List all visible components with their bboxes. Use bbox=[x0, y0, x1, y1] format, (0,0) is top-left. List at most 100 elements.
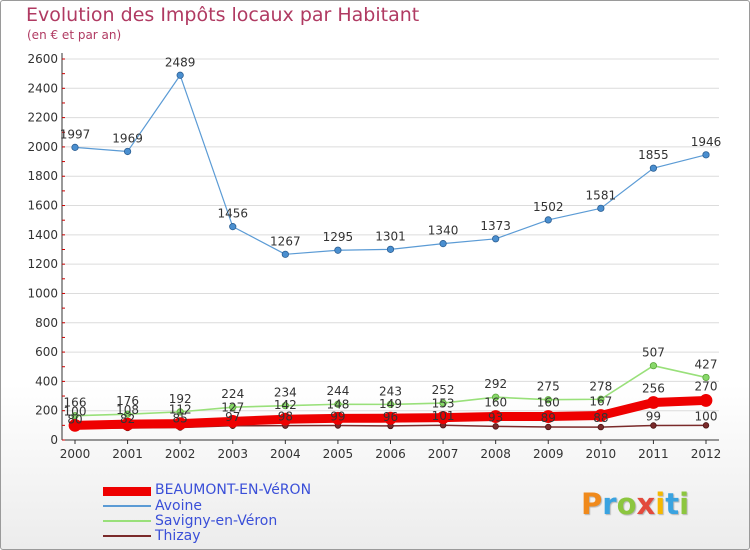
data-label-beaumont: 160 bbox=[537, 396, 560, 410]
legend-item-savigny: Savigny-en-Véron bbox=[103, 513, 403, 529]
proxiti-logo: Proxiti bbox=[581, 487, 689, 521]
y-tick-label: 200 bbox=[35, 404, 58, 418]
data-point-beaumont bbox=[121, 417, 134, 431]
x-tick-label: 2011 bbox=[638, 447, 669, 461]
data-point-avoine bbox=[544, 216, 552, 224]
x-tick-label: 2001 bbox=[112, 447, 143, 461]
legend-item-beaumont: BEAUMONT-EN-VéRON bbox=[103, 482, 403, 498]
data-label-beaumont: 100 bbox=[64, 404, 87, 418]
data-label-savigny: 292 bbox=[484, 377, 507, 391]
data-label-avoine: 1301 bbox=[375, 229, 406, 243]
chart-subtitle: (en € et par an) bbox=[27, 28, 122, 42]
x-tick-label: 2009 bbox=[533, 447, 564, 461]
data-point-avoine bbox=[386, 245, 395, 253]
logo-letter: i bbox=[679, 487, 690, 521]
data-point-avoine bbox=[702, 151, 710, 159]
legend-swatch-thizay bbox=[103, 535, 151, 537]
data-label-thizay: 100 bbox=[695, 409, 718, 423]
x-tick-label: 2008 bbox=[480, 447, 511, 461]
data-point-avoine bbox=[176, 71, 184, 79]
data-label-avoine: 1946 bbox=[691, 135, 722, 149]
data-label-avoine: 2489 bbox=[165, 55, 196, 69]
data-label-savigny: 244 bbox=[326, 384, 349, 398]
data-point-beaumont bbox=[647, 396, 660, 409]
legend-swatch-avoine bbox=[103, 505, 151, 507]
data-point-avoine bbox=[281, 250, 289, 258]
data-label-savigny: 275 bbox=[537, 380, 560, 394]
data-label-savigny: 234 bbox=[274, 386, 297, 400]
data-label-savigny: 243 bbox=[379, 384, 402, 398]
data-label-savigny: 278 bbox=[589, 379, 612, 393]
data-label-savigny: 176 bbox=[116, 394, 139, 408]
data-label-thizay: 97 bbox=[225, 410, 240, 424]
data-label-beaumont: 108 bbox=[116, 403, 139, 417]
data-label-avoine: 1340 bbox=[428, 224, 459, 238]
data-label-thizay: 98 bbox=[278, 410, 293, 424]
legend-swatch-beaumont bbox=[103, 487, 151, 496]
data-point-savigny bbox=[492, 393, 500, 401]
data-label-avoine: 1295 bbox=[323, 230, 354, 244]
data-label-savigny: 224 bbox=[221, 387, 244, 401]
data-point-savigny bbox=[123, 410, 132, 418]
data-label-beaumont: 127 bbox=[221, 400, 244, 414]
y-tick-label: 2200 bbox=[27, 111, 58, 125]
data-label-avoine: 1855 bbox=[638, 148, 669, 162]
data-label-thizay: 88 bbox=[593, 411, 608, 425]
y-tick-label: 800 bbox=[35, 316, 58, 330]
data-point-avoine bbox=[597, 204, 605, 212]
data-label-avoine: 1581 bbox=[586, 188, 617, 202]
data-label-savigny: 192 bbox=[169, 392, 192, 406]
data-point-thizay bbox=[702, 422, 710, 429]
data-point-savigny bbox=[71, 412, 79, 420]
data-point-savigny bbox=[597, 395, 605, 403]
x-tick-label: 2010 bbox=[586, 447, 617, 461]
data-label-beaumont: 153 bbox=[432, 397, 455, 411]
data-label-beaumont: 149 bbox=[379, 397, 402, 411]
data-label-beaumont: 160 bbox=[484, 396, 507, 410]
legend-swatch-savigny bbox=[103, 520, 151, 522]
data-point-beaumont bbox=[68, 418, 82, 432]
data-label-thizay: 93 bbox=[488, 410, 503, 424]
data-label-avoine: 1456 bbox=[217, 207, 248, 221]
y-tick-label: 1800 bbox=[27, 169, 58, 183]
data-label-savigny: 507 bbox=[642, 346, 665, 360]
data-point-avoine bbox=[71, 143, 79, 151]
data-label-avoine: 1969 bbox=[112, 131, 143, 145]
data-label-beaumont: 256 bbox=[642, 381, 665, 395]
data-label-thizay: 85 bbox=[173, 412, 188, 426]
data-point-savigny bbox=[281, 402, 289, 410]
x-tick-label: 2005 bbox=[323, 447, 354, 461]
data-point-avoine bbox=[229, 223, 237, 231]
data-point-beaumont bbox=[436, 411, 450, 424]
y-tick-label: 2600 bbox=[27, 52, 58, 66]
data-point-thizay bbox=[597, 423, 605, 431]
data-point-avoine bbox=[649, 164, 658, 172]
data-label-avoine: 1502 bbox=[533, 200, 564, 214]
legend-label-thizay: Thizay bbox=[155, 528, 201, 544]
data-label-savigny: 427 bbox=[695, 357, 718, 371]
data-label-beaumont: 148 bbox=[326, 397, 349, 411]
data-label-beaumont: 270 bbox=[695, 379, 718, 393]
logo-letter: i bbox=[655, 487, 666, 521]
data-label-savigny: 252 bbox=[432, 383, 455, 397]
data-label-thizay: 99 bbox=[330, 409, 345, 423]
data-label-thizay: 80 bbox=[67, 412, 82, 426]
data-point-avoine bbox=[492, 235, 500, 243]
y-tick-label: 2400 bbox=[27, 81, 58, 95]
chart-title: Evolution des Impôts locaux par Habitant bbox=[26, 4, 420, 26]
legend-label-beaumont: BEAUMONT-EN-VéRON bbox=[155, 482, 312, 498]
data-point-beaumont bbox=[384, 411, 397, 425]
data-point-savigny bbox=[176, 408, 184, 416]
x-tick-label: 2004 bbox=[270, 447, 301, 461]
x-tick-label: 2006 bbox=[375, 447, 406, 461]
y-tick-label: 600 bbox=[35, 345, 58, 359]
data-point-savigny bbox=[386, 400, 395, 408]
legend-item-avoine: Avoine bbox=[103, 498, 403, 514]
logo-letter: P bbox=[581, 487, 603, 521]
legend-item-thizay: Thizay bbox=[103, 528, 403, 544]
data-label-thizay: 99 bbox=[646, 409, 661, 423]
logo-letter: x bbox=[636, 487, 656, 521]
data-point-avoine bbox=[439, 240, 447, 248]
data-point-thizay bbox=[650, 422, 657, 429]
data-point-beaumont bbox=[173, 417, 187, 430]
